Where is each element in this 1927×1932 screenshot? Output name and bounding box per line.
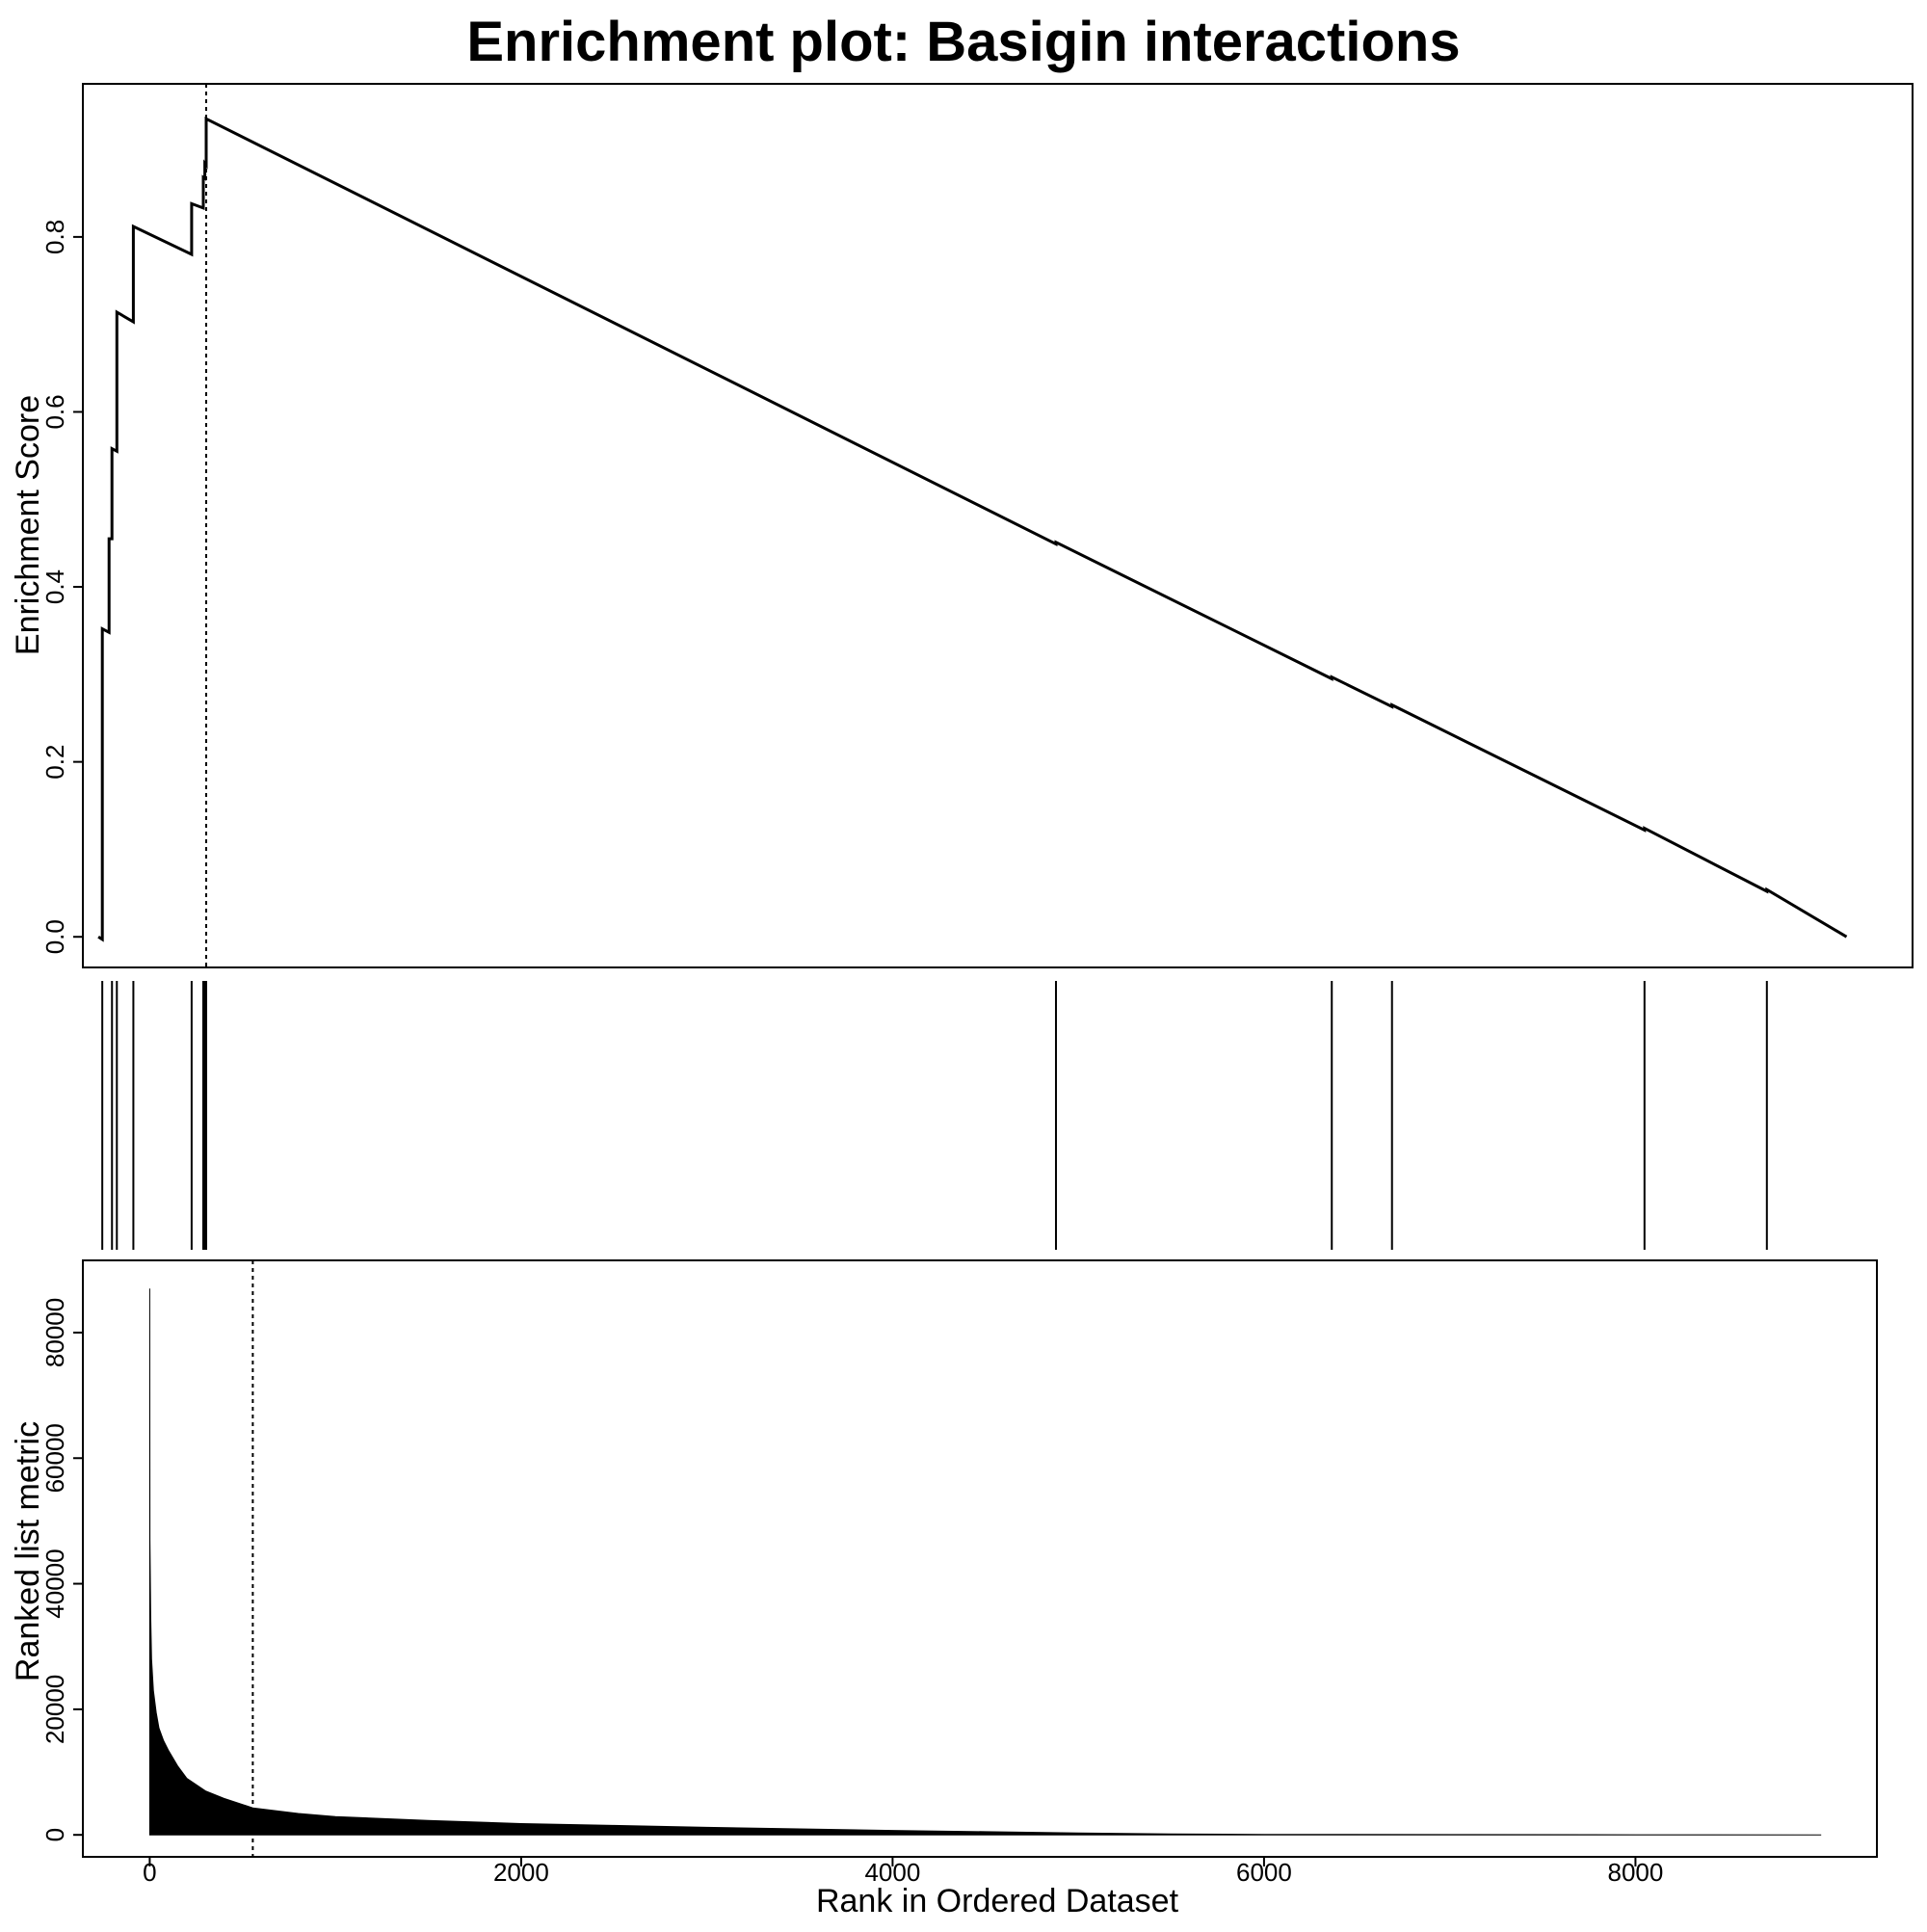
enrichment-y-tick-label: 0.2	[40, 745, 69, 780]
ranked-y-tick-label: 60000	[40, 1423, 69, 1493]
ranked-y-tick-label: 40000	[40, 1548, 69, 1618]
rank-x-axis: 0 2000 4000 6000 8000	[143, 1857, 1663, 1887]
ranked-y-tick-label: 20000	[40, 1675, 69, 1744]
enrichment-score-line	[97, 116, 1848, 942]
enrichment-score-y-axis: 0.0 0.2 0.4 0.6 0.8	[40, 220, 83, 954]
enrichment-y-tick-label: 0.0	[40, 919, 69, 954]
ranked-y-tick-label: 0	[40, 1828, 69, 1841]
enrichment-score-panel: 0.0 0.2 0.4 0.6 0.8 Enrichment Score	[10, 83, 1914, 968]
rank-x-tick-label: 2000	[493, 1858, 549, 1887]
ranked-y-tick-label: 80000	[40, 1298, 69, 1367]
rank-x-tick-label: 6000	[1236, 1858, 1292, 1887]
rank-x-tick-label: 8000	[1607, 1858, 1663, 1887]
ranked-list-metric-area	[148, 1288, 1822, 1836]
rank-x-axis-label: Rank in Ordered Dataset	[816, 1883, 1179, 1919]
enrichment-score-y-axis-label: Enrichment Score	[10, 395, 46, 655]
rank-x-tick-label: 4000	[864, 1858, 920, 1887]
enrichment-y-tick-label: 0.6	[40, 394, 69, 429]
chart-title: Enrichment plot: Basigin interactions	[466, 11, 1461, 73]
ranked-list-y-axis-label: Ranked list metric	[10, 1421, 46, 1681]
rank-x-tick-label: 0	[143, 1858, 156, 1887]
enrichment-y-tick-label: 0.4	[40, 569, 69, 604]
enrichment-y-tick-label: 0.8	[40, 220, 69, 254]
ranked-list-y-axis: 0 20000 40000 60000 80000	[40, 1298, 83, 1841]
enrichment-score-plot-frame	[82, 83, 1914, 968]
gene-hit-barcode-panel	[101, 981, 1768, 1250]
ranked-list-plot-frame	[82, 1259, 1878, 1858]
